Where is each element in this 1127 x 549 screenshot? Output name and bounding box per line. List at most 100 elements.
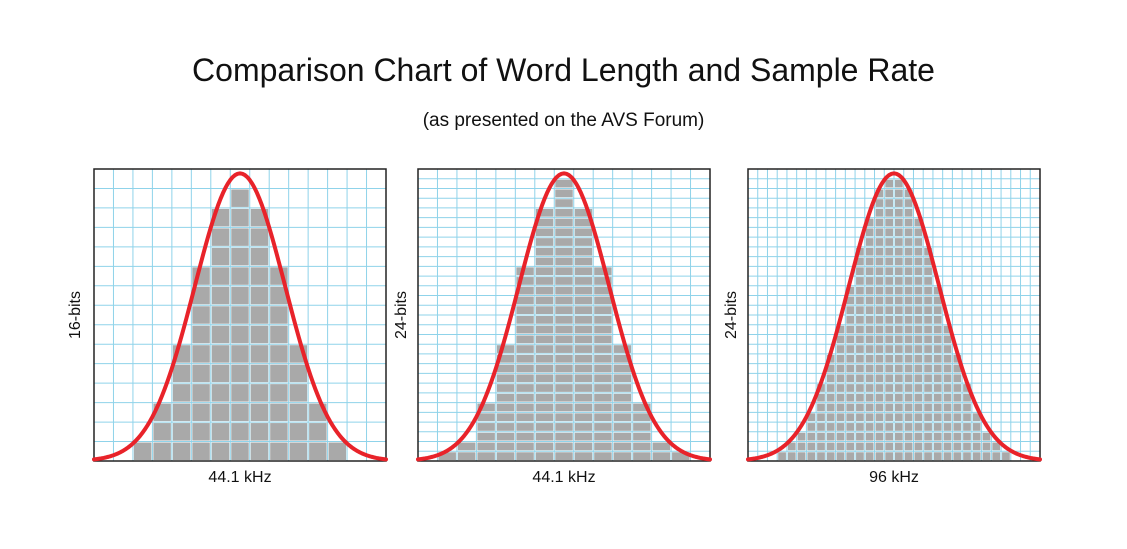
sample-block (172, 423, 191, 441)
sample-block (856, 345, 864, 353)
sample-block (895, 403, 903, 412)
sample-block (477, 413, 495, 422)
sample-block (875, 257, 884, 266)
sample-block (904, 393, 913, 402)
sample-block (172, 442, 191, 460)
sample-block (933, 364, 942, 373)
sample-block (875, 403, 884, 412)
sample-block (904, 423, 913, 431)
sample-block (846, 423, 855, 431)
sample-block (594, 345, 612, 353)
sample-block (211, 384, 230, 402)
sample-block (875, 218, 884, 227)
sample-block (270, 384, 288, 402)
sample-block (885, 335, 893, 344)
sample-block (211, 423, 230, 441)
sample-block (211, 403, 230, 422)
sample-block (875, 335, 884, 344)
sample-block (289, 364, 308, 383)
sample-block (555, 199, 573, 207)
sample-block (594, 384, 612, 392)
sample-block (535, 364, 554, 373)
sample-block (826, 442, 835, 451)
sample-block (516, 296, 534, 305)
sample-block (574, 384, 593, 392)
sample-block (865, 374, 874, 383)
sample-block (943, 345, 952, 353)
sample-block (895, 228, 903, 237)
sample-block (895, 189, 903, 198)
sample-block (555, 286, 573, 295)
sample-block (856, 277, 864, 285)
sample-block (885, 364, 893, 373)
sample-block (250, 384, 269, 402)
sample-block (865, 354, 874, 363)
sample-block (797, 442, 806, 451)
sample-block (633, 413, 651, 422)
sample-block (865, 325, 874, 334)
sample-block (856, 413, 864, 422)
sample-block (594, 374, 612, 383)
sample-block (555, 364, 573, 373)
sample-block (856, 354, 864, 363)
sample-block (875, 452, 884, 460)
sample-block (807, 413, 816, 422)
y-axis-label-3: 24-bits (723, 290, 740, 340)
sample-block (574, 277, 593, 285)
sample-block (914, 267, 923, 276)
sample-block (875, 364, 884, 373)
sample-block (924, 393, 932, 402)
sample-block (865, 316, 874, 324)
sample-block (477, 423, 495, 431)
sample-block (953, 442, 962, 451)
sample-block (613, 354, 632, 363)
sample-block (914, 364, 923, 373)
sample-block (826, 403, 835, 412)
sample-block (943, 364, 952, 373)
sample-block (555, 413, 573, 422)
sample-block (856, 403, 864, 412)
sample-block (211, 325, 230, 344)
sample-block (914, 403, 923, 412)
sample-block (875, 345, 884, 353)
sample-block (516, 345, 534, 353)
sample-block (574, 316, 593, 324)
sample-block (574, 413, 593, 422)
sample-block (924, 257, 932, 266)
sample-block (904, 452, 913, 460)
sample-block (192, 325, 210, 344)
sample-block (250, 423, 269, 441)
sample-block (574, 267, 593, 276)
sample-block (924, 316, 932, 324)
sample-block (555, 403, 573, 412)
sample-block (574, 393, 593, 402)
sample-block (982, 442, 991, 451)
sample-block (875, 413, 884, 422)
sample-block (885, 199, 893, 207)
sample-block (594, 286, 612, 295)
sample-block (555, 306, 573, 314)
sample-block (787, 442, 796, 451)
sample-block (904, 345, 913, 353)
sample-block (192, 286, 210, 305)
sample-block (555, 267, 573, 276)
sample-block (672, 452, 690, 460)
sample-block (289, 403, 308, 422)
sample-block (963, 413, 971, 422)
sample-block (594, 354, 612, 363)
sample-block (231, 286, 249, 305)
sample-block (535, 413, 554, 422)
sample-block (535, 208, 554, 217)
sample-block (633, 452, 651, 460)
sample-block (943, 335, 952, 344)
quantized-blocks (778, 179, 1010, 460)
sample-block (836, 403, 845, 412)
sample-block (574, 296, 593, 305)
sample-block (250, 325, 269, 344)
sample-block (574, 325, 593, 334)
sample-block (574, 442, 593, 451)
sample-block (231, 267, 249, 285)
sample-block (865, 432, 874, 441)
x-axis-label-3: 96 kHz (869, 469, 919, 486)
sample-block (933, 354, 942, 363)
